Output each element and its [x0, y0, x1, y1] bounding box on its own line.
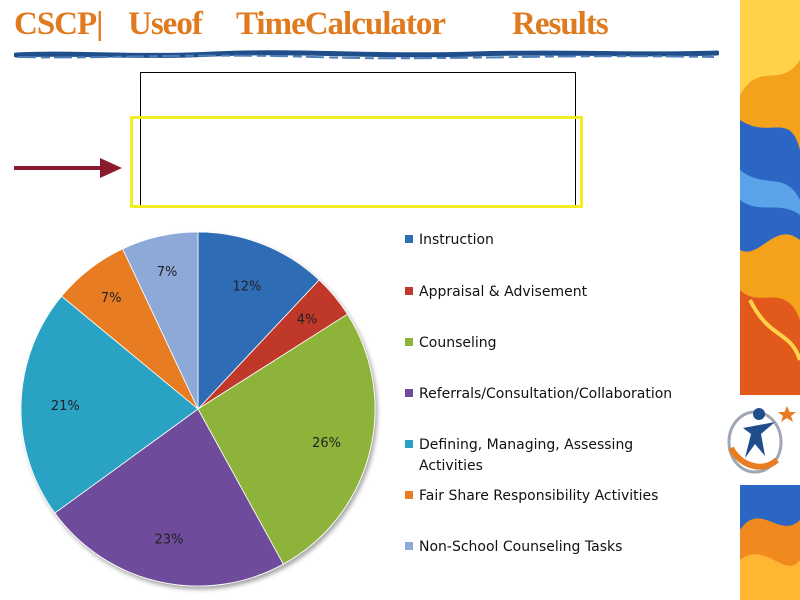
- legend-label: Non-School Counseling Tasks: [419, 539, 623, 555]
- pie-chart: 12% 4% 26% 23% 21% 7% 7%: [20, 231, 376, 587]
- pie-label-1: 12%: [232, 280, 261, 295]
- legend-label: Instruction: [419, 232, 494, 248]
- pie-slice-4: [54, 408, 284, 587]
- highlight-rectangle: [130, 116, 583, 208]
- legend-swatch: [405, 389, 413, 397]
- pie-slice-3: [197, 313, 376, 565]
- legend-item-defining: Defining, Managing, Assessing Activities: [405, 435, 675, 477]
- legend-item-fair-share: Fair Share Responsibility Activities: [405, 486, 735, 507]
- decorative-side-panel: [740, 0, 800, 600]
- pie-label-4: 23%: [155, 533, 184, 548]
- logo-icon: [727, 406, 796, 474]
- title-word-4: Results: [512, 6, 609, 42]
- legend-swatch: [405, 542, 413, 550]
- legend-swatch: [405, 235, 413, 243]
- legend-item-referrals: Referrals/Consultation/Collaboration: [405, 384, 735, 405]
- pie-slice-1: [197, 231, 320, 411]
- pie-label-6: 7%: [101, 291, 122, 306]
- legend-label: Fair Share Responsibility Activities: [419, 488, 659, 504]
- title-word-1: CSCP|: [14, 6, 103, 42]
- legend-swatch: [405, 440, 413, 448]
- pie-label-2: 4%: [297, 313, 318, 328]
- pie-label-5: 21%: [51, 399, 80, 414]
- legend-swatch: [405, 491, 413, 499]
- title-word-3: TimeCalculator: [236, 6, 446, 42]
- legend-item-instruction: Instruction: [405, 230, 735, 251]
- legend-label: Referrals/Consultation/Collaboration: [419, 386, 673, 402]
- pie-slice-5: [20, 295, 199, 514]
- legend-swatch: [405, 287, 413, 295]
- pie-label-3: 26%: [312, 436, 341, 451]
- legend-label: Defining, Managing, Assessing Activities: [419, 437, 634, 474]
- pie-label-7: 7%: [157, 265, 178, 280]
- legend-item-non-school: Non-School Counseling Tasks: [405, 537, 735, 558]
- legend-label: Appraisal & Advisement: [419, 284, 588, 300]
- legend-item-counseling: Counseling: [405, 333, 735, 354]
- legend-item-appraisal: Appraisal & Advisement: [405, 282, 735, 303]
- arrow-right-icon: [14, 158, 122, 178]
- legend-swatch: [405, 338, 413, 346]
- pie-slice-7: [122, 231, 199, 410]
- title-word-2: Useof: [128, 6, 203, 42]
- title-underline: [14, 50, 719, 60]
- legend-label: Counseling: [419, 335, 497, 351]
